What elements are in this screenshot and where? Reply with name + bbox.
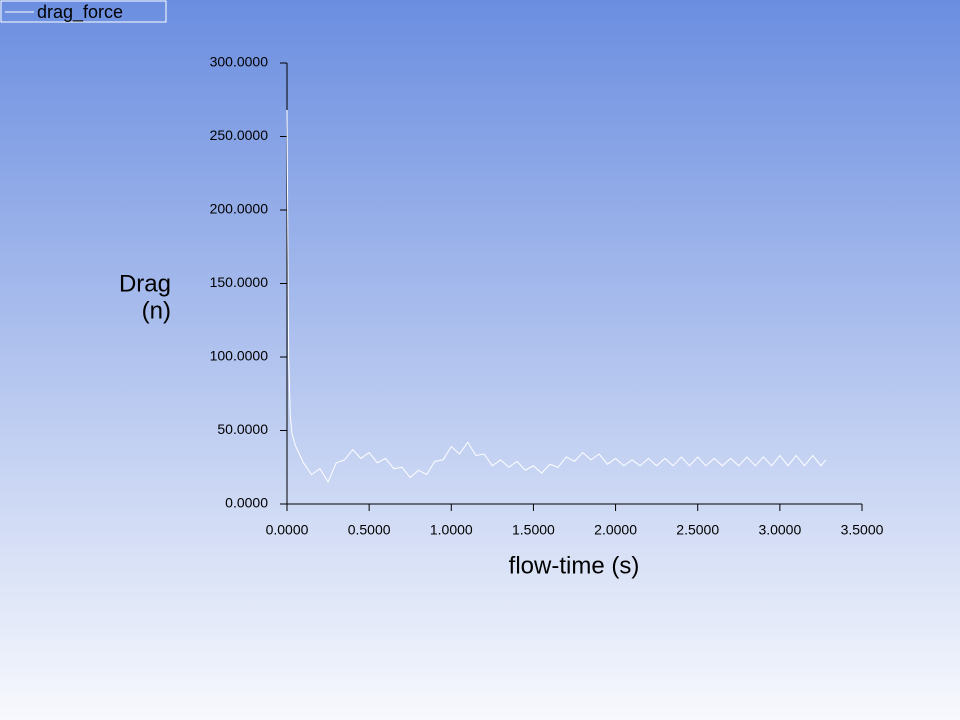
- x-tick-label: 2.0000: [594, 522, 637, 538]
- y-axis-label: (n): [142, 297, 171, 324]
- x-tick-label: 1.5000: [512, 522, 555, 538]
- x-tick-label: 3.5000: [841, 522, 884, 538]
- y-tick-label: 150.0000: [210, 274, 269, 290]
- x-tick-label: 3.0000: [758, 522, 801, 538]
- y-tick-label: 100.0000: [210, 348, 269, 364]
- y-tick-label: 300.0000: [210, 54, 269, 70]
- y-tick-label: 200.0000: [210, 201, 269, 217]
- x-tick-label: 1.0000: [430, 522, 473, 538]
- y-axis-label: Drag: [119, 270, 171, 297]
- data-line: [286, 110, 827, 484]
- y-tick-label: 0.0000: [225, 495, 268, 511]
- x-tick-label: 0.0000: [266, 522, 309, 538]
- x-tick-label: 0.5000: [348, 522, 391, 538]
- x-axis-label: flow-time (s): [509, 552, 640, 579]
- y-tick-label: 50.0000: [217, 421, 268, 437]
- y-tick-label: 250.0000: [210, 127, 269, 143]
- legend-label: drag_force: [37, 2, 123, 23]
- x-tick-label: 2.5000: [676, 522, 719, 538]
- legend-box: [0, 0, 167, 23]
